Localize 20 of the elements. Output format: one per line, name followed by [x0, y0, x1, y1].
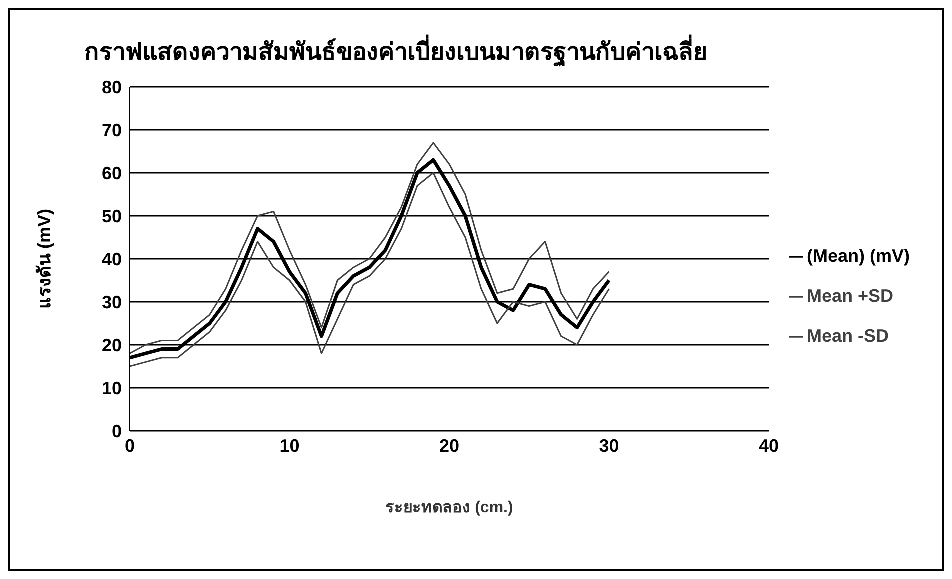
x-tick-label: 10	[280, 436, 300, 456]
x-tick-label: 0	[124, 436, 136, 456]
y-tick-label: 60	[102, 163, 122, 184]
x-tick-label: 20	[439, 436, 460, 456]
x-tick-label: 30	[599, 436, 620, 456]
x-tick-label: 40	[758, 436, 780, 456]
y-tick-label: 80	[102, 77, 122, 98]
legend-label: (Mean) (mV)	[807, 246, 910, 266]
y-tick-label: 20	[102, 335, 122, 356]
y-axis-title: แรงดัน (mV)	[34, 208, 54, 309]
y-tick-label: 10	[102, 378, 122, 398]
y-tick-label: 30	[102, 292, 122, 312]
y-tick-label: 40	[102, 249, 122, 270]
y-tick-label: 0	[112, 421, 122, 442]
chart-title: กราฟแสดงความสัมพันธ์ของค่าเบี่ยงเบนมาตรฐานกับค่าเฉลี่ย	[84, 34, 708, 69]
x-axis-title: ระยะทดลอง (cm.)	[386, 499, 514, 516]
legend-label: Mean -SD	[807, 326, 890, 346]
legend-label: Mean +SD	[807, 286, 894, 306]
y-tick-label: 50	[102, 206, 122, 226]
y-tick-label: 70	[102, 120, 122, 140]
